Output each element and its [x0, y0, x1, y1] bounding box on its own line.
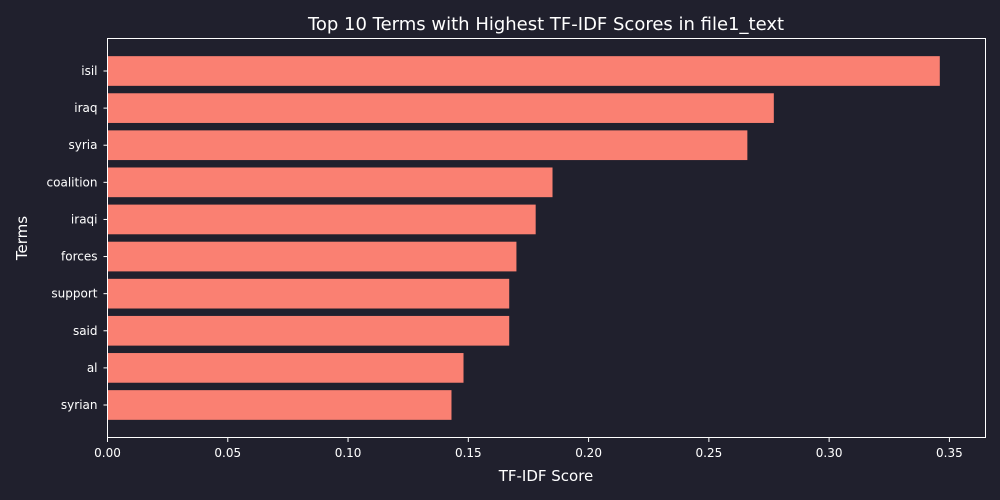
y-tick-label: support: [51, 287, 97, 301]
y-tick-label: forces: [61, 250, 97, 264]
x-tick-label: 0.10: [335, 446, 362, 460]
bar-al: [107, 353, 464, 383]
x-tick-label: 0.35: [936, 446, 963, 460]
bar-iraq: [107, 93, 774, 123]
x-tick-label: 0.25: [696, 446, 723, 460]
x-tick-label: 0.00: [94, 446, 121, 460]
bar-iraqi: [107, 204, 536, 235]
y-tick-label: isil: [81, 64, 97, 78]
bar-support: [107, 278, 510, 309]
bar-coalition: [107, 167, 553, 198]
bar-said: [107, 315, 510, 346]
y-tick-label: syrian: [61, 398, 98, 412]
x-tick-label: 0.30: [816, 446, 843, 460]
x-axis-label: TF-IDF Score: [498, 467, 594, 485]
bar-forces: [107, 241, 517, 272]
bar-isil: [107, 56, 940, 86]
y-axis-ticks: isil iraq syria coalition iraqi forces support…: [47, 64, 108, 412]
x-tick-label: 0.05: [214, 446, 241, 460]
chart-title: Top 10 Terms with Highest TF-IDF Scores …: [307, 14, 784, 35]
y-tick-label: syria: [69, 138, 98, 152]
bars-group: [107, 56, 940, 420]
bar-syria: [107, 130, 748, 161]
y-axis-label: Terms: [13, 216, 31, 261]
x-tick-label: 0.15: [455, 446, 482, 460]
x-axis-ticks: 0.00 0.05 0.10 0.15 0.20 0.25 0.30 0.35: [94, 438, 963, 460]
y-tick-label: iraqi: [71, 212, 98, 226]
y-tick-label: al: [87, 361, 98, 375]
x-tick-label: 0.20: [575, 446, 602, 460]
bar-syrian: [107, 390, 452, 420]
y-tick-label: said: [73, 324, 98, 338]
y-tick-label: coalition: [47, 175, 98, 189]
y-tick-label: iraq: [74, 101, 97, 115]
